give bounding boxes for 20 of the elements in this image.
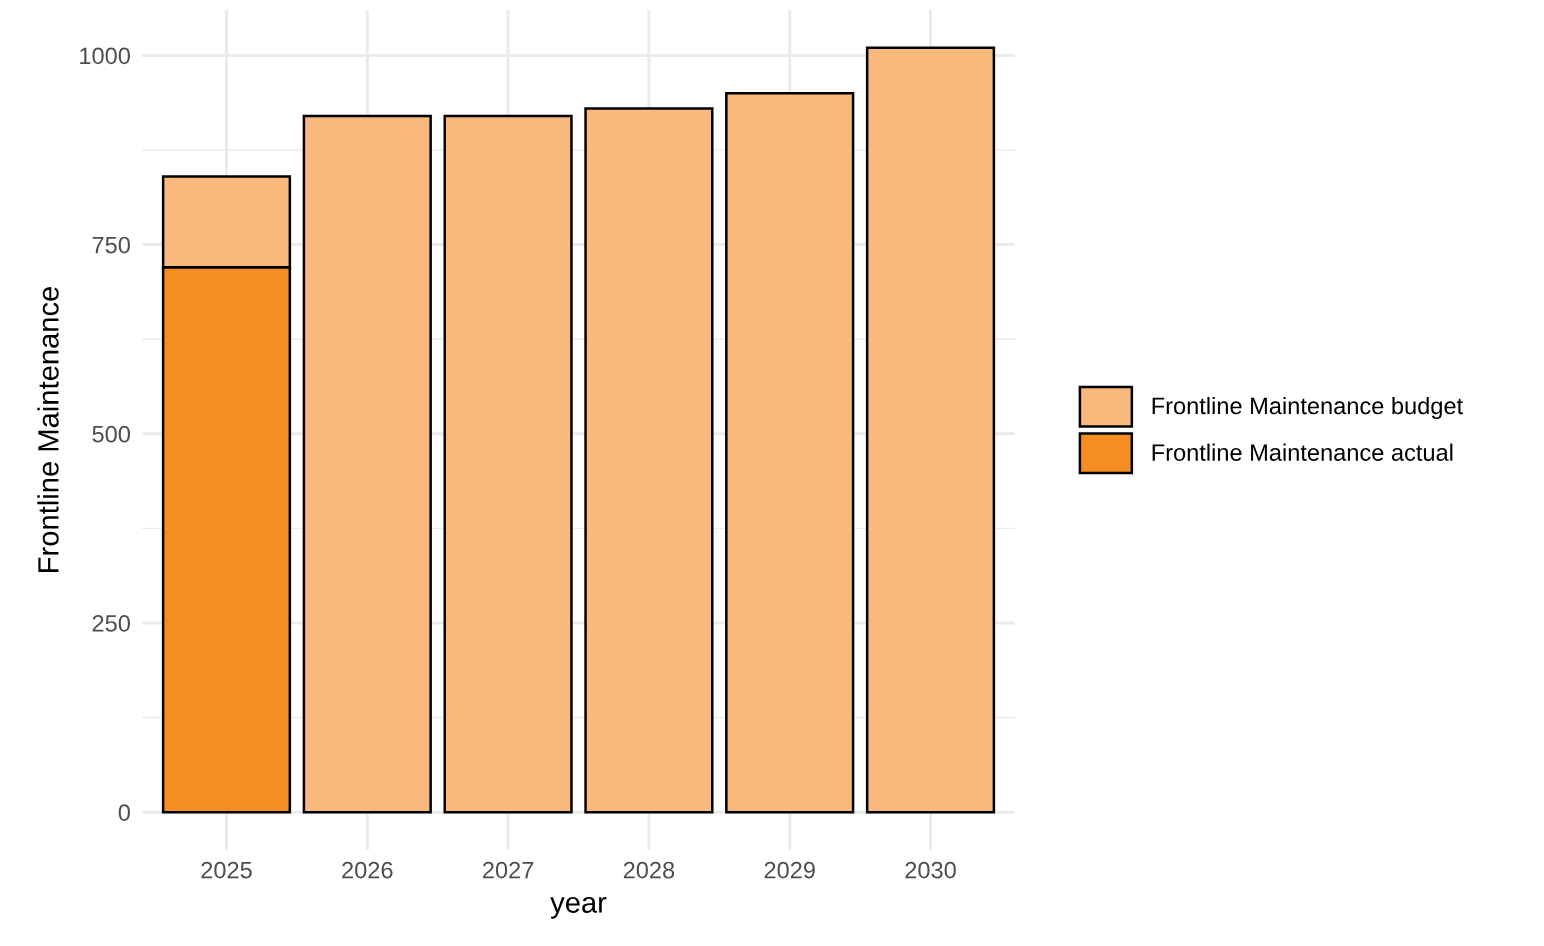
- legend-label: Frontline Maintenance actual: [1152, 443, 1453, 461]
- bar: [443, 114, 573, 814]
- y-tick-label: 250: [92, 615, 130, 632]
- x-tick-label: 2027: [483, 861, 534, 879]
- legend-label: Frontline Maintenance budget: [1152, 396, 1463, 419]
- x-tick-label: 2028: [623, 861, 675, 879]
- y-axis-title: Frontline Maintenance: [37, 286, 59, 572]
- bar: [584, 107, 714, 814]
- bar: [865, 46, 996, 814]
- bar: [302, 114, 432, 814]
- x-tick-label: 2029: [764, 861, 815, 879]
- y-tick-label: 0: [118, 804, 130, 821]
- y-tick-label: 750: [92, 236, 130, 254]
- x-tick-label: 2026: [342, 861, 393, 879]
- y-tick-label: 1000: [80, 47, 130, 65]
- x-tick-label: 2030: [905, 861, 956, 879]
- y-tick-label: 500: [92, 425, 130, 443]
- x-axis-title: year: [550, 896, 607, 919]
- x-tick-label: 2025: [201, 861, 252, 879]
- bar: [725, 91, 855, 814]
